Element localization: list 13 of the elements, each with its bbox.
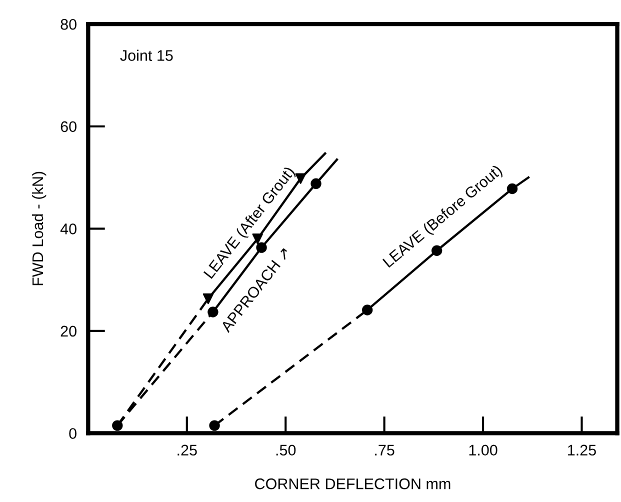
annotation: Joint 15: [120, 50, 173, 61]
y-axis-title: FWD Load - (kN): [32, 172, 46, 286]
x-axis-title: CORNER DEFLECTION mm: [255, 478, 450, 490]
x-tick-label: 1.00: [469, 444, 498, 456]
y-tick-label: 80: [60, 18, 76, 30]
x-tick-label: 1.25: [568, 444, 596, 456]
x-tick-label: .75: [375, 444, 394, 456]
x-tick-label: .25: [178, 444, 197, 456]
x-tick-label: .50: [276, 444, 296, 456]
y-tick-label: 20: [60, 326, 76, 337]
y-tick-label: 0: [69, 428, 76, 439]
y-tick-label: 40: [60, 224, 76, 234]
y-tick-label: 60: [60, 121, 76, 132]
